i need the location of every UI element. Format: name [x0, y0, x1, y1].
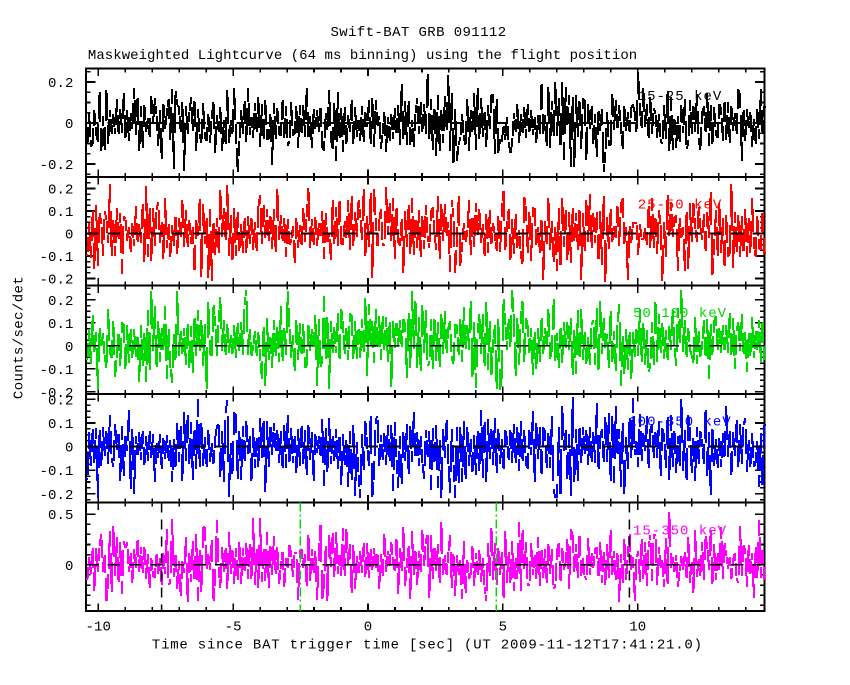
- svg-text:-0.1: -0.1: [39, 250, 73, 266]
- svg-text:0: 0: [65, 117, 74, 133]
- svg-text:-0.2: -0.2: [39, 488, 73, 504]
- svg-text:25-50 keV: 25-50 keV: [638, 198, 723, 214]
- svg-text:0.2: 0.2: [48, 393, 74, 409]
- svg-text:0: 0: [364, 620, 373, 636]
- svg-text:0.2: 0.2: [48, 76, 74, 92]
- svg-text:0.2: 0.2: [48, 294, 74, 310]
- svg-text:0: 0: [65, 228, 74, 244]
- svg-text:100-350 keV: 100-350 keV: [628, 415, 731, 431]
- svg-text:15-350 keV: 15-350 keV: [633, 523, 727, 539]
- svg-text:Swift-BAT GRB 091112: Swift-BAT GRB 091112: [330, 25, 506, 41]
- svg-text:-0.2: -0.2: [39, 158, 73, 174]
- svg-text:0: 0: [65, 340, 74, 356]
- svg-text:-0.2: -0.2: [39, 386, 73, 402]
- svg-text:-0.1: -0.1: [39, 464, 73, 480]
- svg-text:Counts/sec/det: Counts/sec/det: [12, 276, 28, 399]
- svg-text:0.1: 0.1: [48, 205, 74, 221]
- svg-text:0.2: 0.2: [48, 183, 74, 199]
- svg-text:0.1: 0.1: [48, 317, 74, 333]
- svg-text:5: 5: [499, 620, 508, 636]
- svg-text:50-100 keV: 50-100 keV: [633, 306, 727, 322]
- svg-text:-10: -10: [85, 620, 111, 636]
- svg-text:-5: -5: [225, 620, 242, 636]
- svg-text:Time since BAT trigger time [s: Time since BAT trigger time [sec] (UT 20…: [152, 638, 703, 654]
- svg-text:-0.1: -0.1: [39, 363, 73, 379]
- svg-text:-0.2: -0.2: [39, 273, 73, 289]
- svg-text:15-25 keV: 15-25 keV: [638, 89, 723, 105]
- svg-text:0: 0: [65, 559, 74, 575]
- svg-text:10: 10: [629, 620, 646, 636]
- svg-text:Maskweighted Lightcurve (64 ms: Maskweighted Lightcurve (64 ms binning) …: [88, 48, 637, 64]
- svg-text:0: 0: [65, 441, 74, 457]
- svg-text:0.1: 0.1: [48, 417, 74, 433]
- svg-text:0.5: 0.5: [48, 508, 74, 524]
